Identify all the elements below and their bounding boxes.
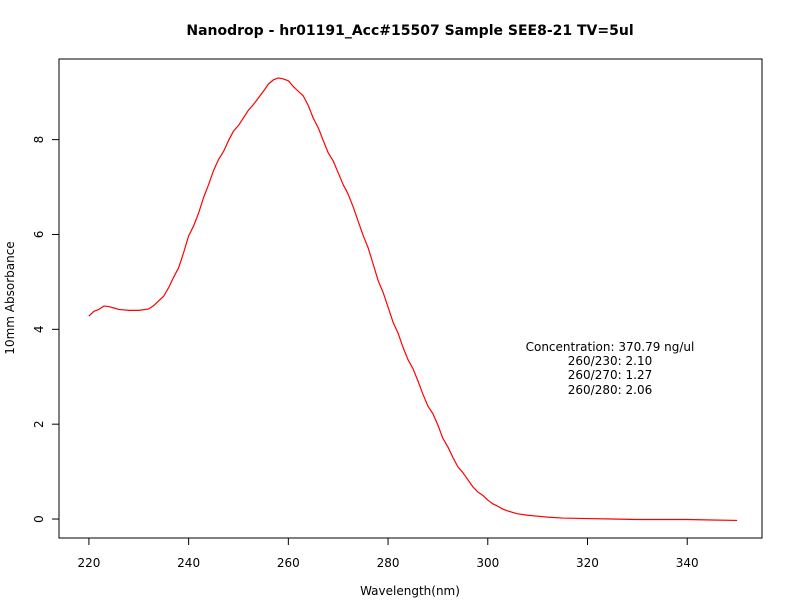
annotation-ratio-260-230: 260/230: 2.10	[568, 354, 652, 368]
y-tick-label-6: 6	[32, 231, 46, 239]
x-tick-label-340: 340	[676, 556, 699, 570]
x-tick-label-280: 280	[377, 556, 400, 570]
y-axis-label: 10mm Absorbance	[3, 241, 17, 354]
x-tick-label-320: 320	[576, 556, 599, 570]
y-axis: 0 2 4 6 8	[32, 136, 59, 523]
annotation-block: Concentration: 370.79 ng/ul 260/230: 2.1…	[526, 340, 695, 397]
plot-frame	[58, 58, 763, 539]
y-tick-label-2: 2	[32, 420, 46, 428]
y-tick-label-4: 4	[32, 326, 46, 334]
series-line-0	[88, 77, 738, 522]
annotation-concentration: Concentration: 370.79 ng/ul	[526, 340, 695, 354]
x-tick-label-240: 240	[177, 556, 200, 570]
chart-title: Nanodrop - hr01191_Acc#15507 Sample SEE8…	[186, 23, 633, 39]
x-tick-label-220: 220	[77, 556, 100, 570]
x-tick-label-300: 300	[476, 556, 499, 570]
x-tick-label-260: 260	[277, 556, 300, 570]
x-axis-label: Wavelength(nm)	[360, 584, 460, 598]
series-layer	[88, 77, 738, 522]
annotation-ratio-260-270: 260/270: 1.27	[568, 368, 652, 382]
y-tick-label-0: 0	[32, 515, 46, 523]
y-tick-label-8: 8	[32, 136, 46, 144]
x-axis: 220 240 260 280 300 320 340	[77, 537, 699, 570]
annotation-ratio-260-280: 260/280: 2.06	[568, 383, 652, 397]
